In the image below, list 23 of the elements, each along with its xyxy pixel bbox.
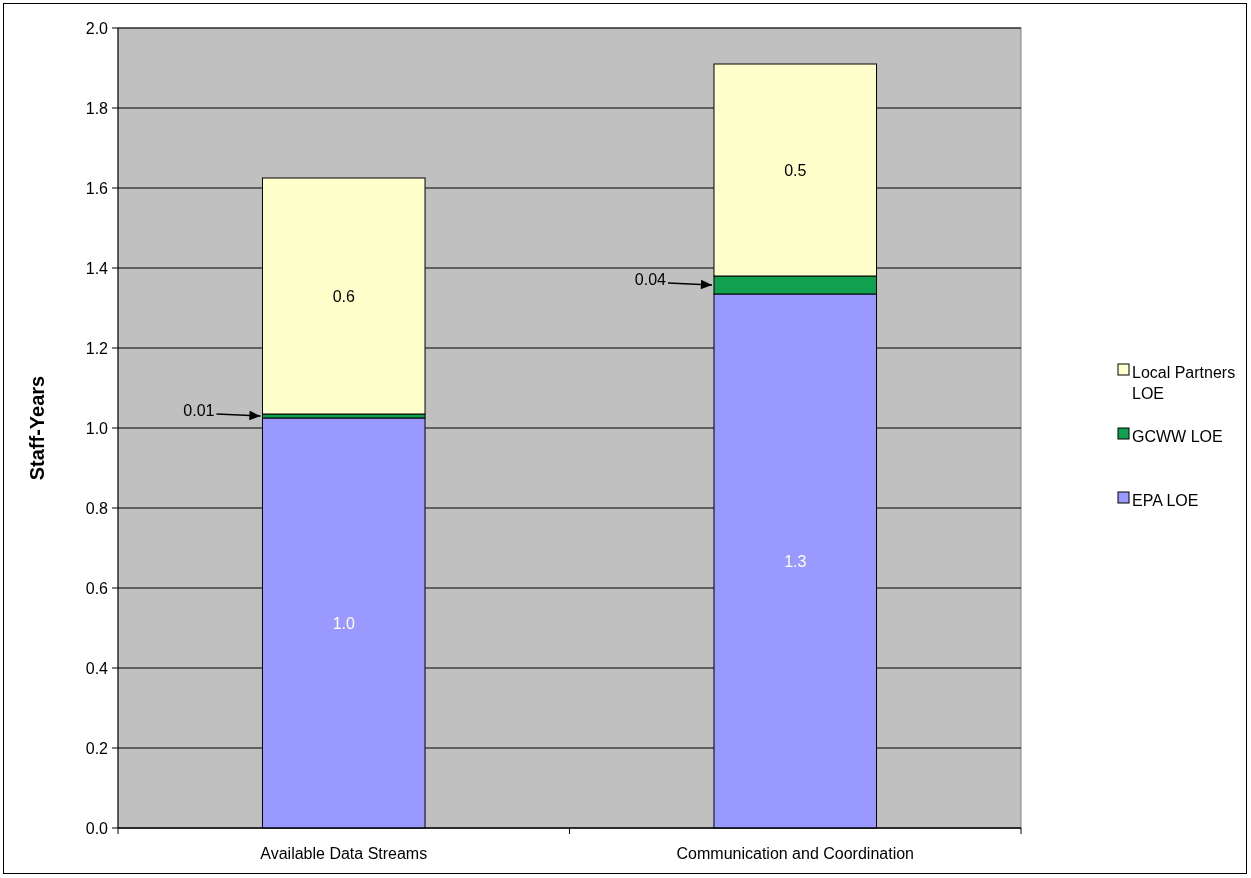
y-axis-title: Staff-Years (26, 375, 48, 481)
data-label: 1.0 (332, 614, 355, 632)
x-tick-label: Available Data Streams (260, 845, 428, 862)
data-label: 1.3 (784, 552, 807, 570)
y-tick-label: 0.0 (85, 819, 109, 837)
data-label: 0.04 (634, 270, 667, 288)
data-label: 0.5 (784, 161, 807, 179)
data-label: 0.6 (332, 287, 355, 305)
x-tick-label: Communication and Coordination (676, 845, 914, 862)
y-tick-label: 1.6 (85, 179, 109, 197)
y-tick-label: 0.4 (85, 659, 109, 677)
y-tick-label: 0.8 (85, 499, 109, 517)
legend-label: Local Partners LOE (1132, 364, 1236, 402)
legend-label: GCWW LOE (1132, 428, 1223, 445)
data-label: 0.01 (183, 401, 215, 419)
y-tick-label: 1.4 (85, 259, 109, 277)
y-tick-label: 1.2 (85, 339, 109, 357)
legend-label: EPA LOE (1132, 492, 1199, 509)
y-tick-label: 2.0 (85, 19, 109, 37)
y-tick-label: 0.2 (85, 739, 109, 757)
y-tick-label: 0.6 (85, 579, 109, 597)
y-tick-label: 1.0 (85, 419, 109, 437)
y-tick-label: 1.8 (85, 99, 109, 117)
